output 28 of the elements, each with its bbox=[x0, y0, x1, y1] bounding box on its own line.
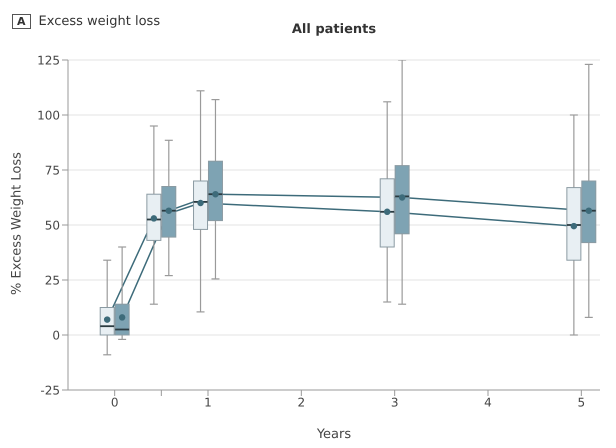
point bbox=[118, 314, 126, 321]
y-tick-label: 50 bbox=[44, 218, 60, 232]
chart-title: Excess weight loss bbox=[38, 14, 160, 29]
y-axis-title: % Excess Weight Loss bbox=[10, 152, 25, 295]
y-tick-label: 25 bbox=[44, 273, 60, 288]
x-tick-label: 0 bbox=[110, 396, 118, 410]
x-axis-title: Years bbox=[316, 427, 352, 442]
point bbox=[398, 194, 406, 201]
point bbox=[166, 207, 172, 214]
point bbox=[586, 207, 592, 214]
y-tick-label: 125 bbox=[37, 53, 60, 68]
y-tick-label: 100 bbox=[37, 108, 60, 122]
point bbox=[212, 190, 219, 198]
chart-subtitle: All patients bbox=[292, 22, 376, 37]
text: A bbox=[12, 14, 31, 29]
point bbox=[104, 316, 110, 323]
y-tick-label: 75 bbox=[44, 163, 60, 178]
x-tick-label: 3 bbox=[390, 396, 398, 410]
x-tick-label: 4 bbox=[484, 396, 492, 410]
x-tick-label: 5 bbox=[578, 396, 586, 410]
point bbox=[197, 200, 204, 206]
point bbox=[570, 222, 578, 230]
y-tick-label: 0 bbox=[52, 328, 60, 342]
x-tick-label: 1 bbox=[204, 396, 212, 410]
y-tick-label: -25 bbox=[40, 383, 60, 398]
point bbox=[150, 215, 158, 222]
x-tick-label: 2 bbox=[298, 396, 306, 410]
point bbox=[384, 208, 390, 216]
